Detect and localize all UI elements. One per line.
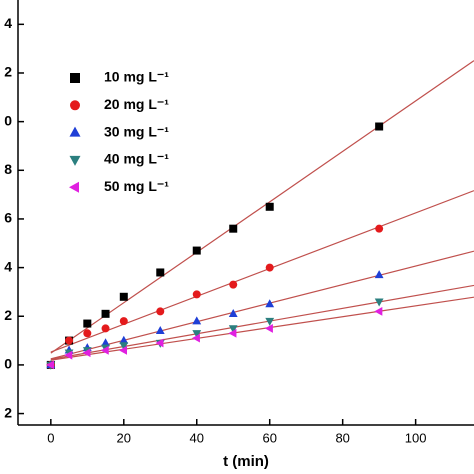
x-tick-label: 60 [262,430,276,445]
marker [265,317,275,326]
marker [119,292,128,301]
marker [118,345,127,355]
marker [374,298,384,307]
fit-line [50,60,474,354]
legend-label: 50 mg L⁻¹ [104,178,169,194]
marker [156,307,165,316]
marker [265,299,275,308]
y-tick-label: 4 [4,15,12,31]
marker [265,263,274,272]
legend-label: 10 mg L⁻¹ [104,69,169,85]
x-tick-label: 20 [117,430,131,445]
y-tick-label: 2 [4,64,12,80]
marker [83,329,92,338]
marker [82,348,91,358]
fit-line [50,190,474,353]
y-tick-label: 4 [4,258,12,274]
marker [119,342,129,351]
legend-marker [70,73,80,83]
marker [374,270,384,279]
marker [228,325,238,334]
marker [229,224,238,233]
x-tick-label: 100 [405,430,427,445]
marker [192,316,202,325]
marker [100,345,109,355]
legend-marker [69,126,81,137]
marker [101,324,110,333]
marker [229,280,238,289]
x-tick-label: 40 [190,430,204,445]
marker [228,309,238,318]
fit-line [50,250,474,360]
y-tick-label: 6 [4,210,12,226]
marker [101,309,110,318]
x-axis-label: t (min) [223,453,269,470]
marker [374,306,383,316]
marker [155,326,165,335]
marker [83,319,92,328]
legend-marker [69,181,79,193]
marker [191,333,200,343]
legend-label: 30 mg L⁻¹ [104,123,169,139]
y-tick-label: 2 [4,404,12,420]
marker [228,328,237,338]
marker [192,246,201,255]
legend-label: 20 mg L⁻¹ [104,96,169,112]
marker [46,360,55,370]
marker [65,336,74,345]
marker [264,324,273,333]
marker [119,335,129,344]
legend-label: 40 mg L⁻¹ [104,151,169,167]
marker [375,224,384,233]
fit-line [50,284,474,360]
x-tick-label: 80 [335,430,349,445]
marker [192,330,202,339]
marker [101,338,110,347]
marker [64,350,73,360]
marker [155,338,164,348]
y-tick-label: 0 [4,112,12,128]
marker [265,202,274,211]
marker [375,122,384,131]
y-tick-label: 8 [4,161,12,177]
marker [119,317,128,326]
y-tick-label: 2 [4,307,12,323]
marker [192,290,201,299]
legend-marker [69,155,81,166]
marker [156,268,165,277]
x-tick-label: 0 [47,430,54,445]
legend-marker [70,100,80,111]
y-tick-label: 0 [4,356,12,372]
fit-line [50,296,474,361]
